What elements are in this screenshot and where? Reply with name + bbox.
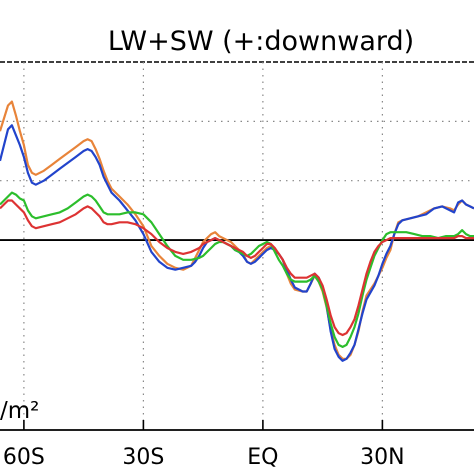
x-tick-label: EQ bbox=[247, 445, 278, 470]
series-line-1 bbox=[0, 100, 474, 360]
x-tick-label: 60S bbox=[3, 445, 45, 470]
x-tick-label: 30N bbox=[360, 445, 404, 470]
x-tick-label: 30S bbox=[122, 445, 164, 470]
unit-label: /m² bbox=[0, 398, 39, 424]
series-line-4 bbox=[0, 199, 474, 337]
grid bbox=[0, 61, 474, 430]
series-line-2 bbox=[0, 124, 474, 362]
chart-title: LW+SW (+:downward) bbox=[108, 26, 414, 57]
series-group bbox=[0, 100, 474, 362]
axes: 60S 30S EQ 30N bbox=[0, 420, 474, 470]
